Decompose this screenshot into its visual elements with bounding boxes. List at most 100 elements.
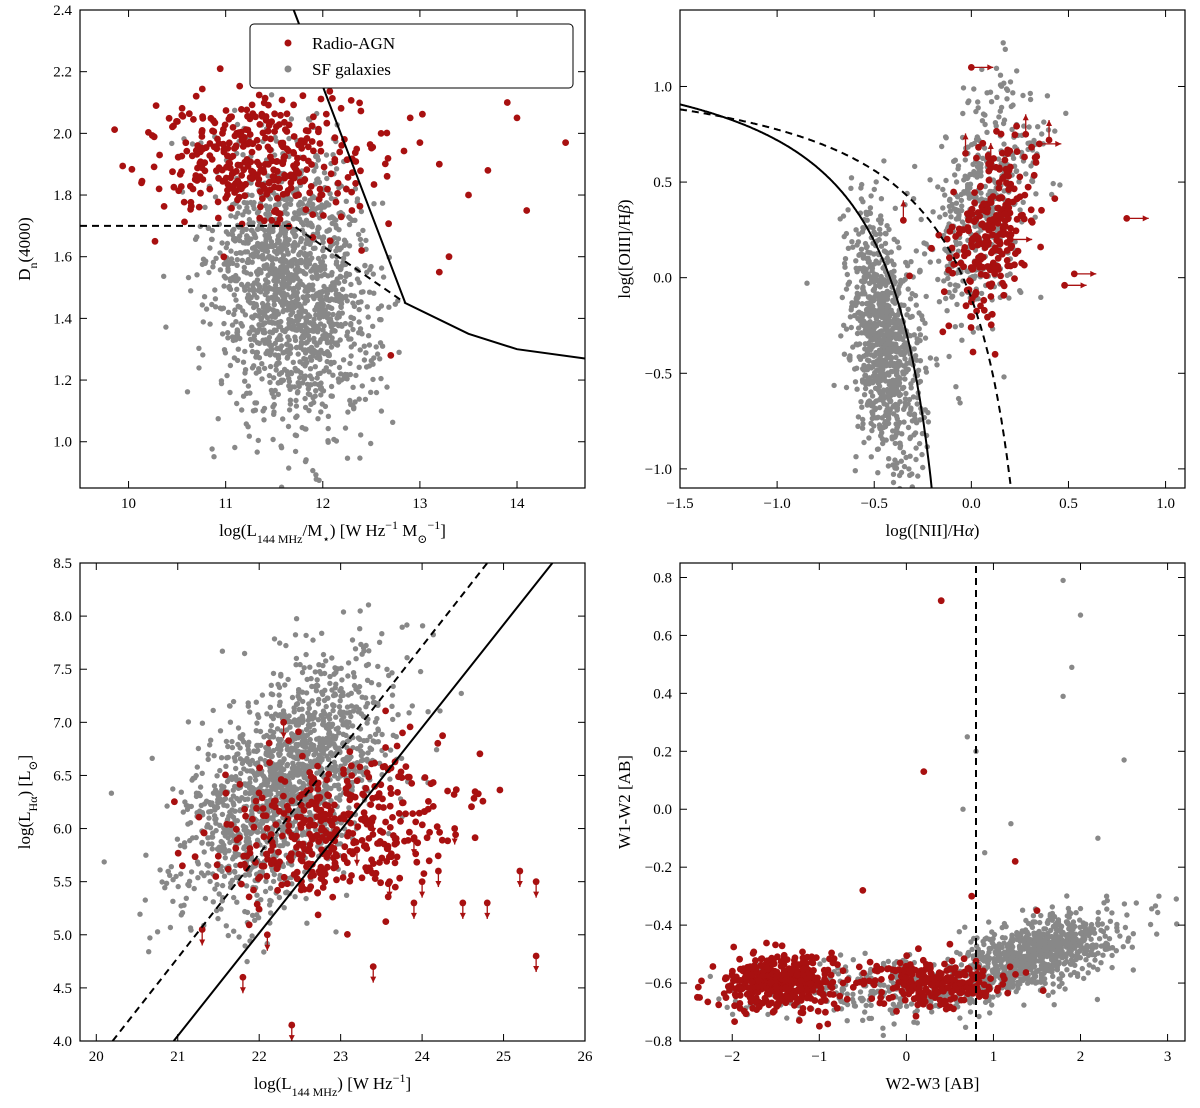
data-point xyxy=(399,624,405,630)
data-point xyxy=(258,897,264,903)
data-point xyxy=(292,448,299,455)
data-point xyxy=(251,251,257,257)
data-point xyxy=(233,862,239,869)
data-point xyxy=(231,928,237,934)
data-point xyxy=(872,272,878,278)
data-point xyxy=(935,184,941,190)
data-point xyxy=(347,371,354,378)
data-point xyxy=(279,343,285,349)
data-point xyxy=(940,205,946,211)
data-point xyxy=(841,322,847,328)
data-point xyxy=(351,293,357,299)
data-point xyxy=(240,732,246,738)
data-point xyxy=(866,258,872,264)
data-point xyxy=(854,386,860,392)
data-point xyxy=(852,468,858,474)
data-point xyxy=(998,194,1006,202)
legend-label: Radio-AGN xyxy=(312,34,395,53)
data-point xyxy=(266,341,272,347)
data-point xyxy=(314,677,320,683)
data-point xyxy=(351,674,357,680)
data-point xyxy=(232,107,238,114)
data-point xyxy=(336,247,343,253)
data-point xyxy=(279,139,287,147)
data-point xyxy=(357,107,365,115)
data-point xyxy=(322,403,329,410)
data-point xyxy=(259,376,265,382)
data-point xyxy=(270,166,278,174)
data-point xyxy=(331,134,339,142)
data-point xyxy=(389,703,395,709)
data-point xyxy=(359,383,365,389)
data-point xyxy=(273,327,279,334)
data-point xyxy=(991,188,998,194)
data-point xyxy=(334,321,340,327)
data-point xyxy=(927,177,933,183)
data-point xyxy=(882,377,888,383)
data-point xyxy=(1032,214,1038,220)
data-point xyxy=(1007,224,1014,232)
data-point xyxy=(899,216,907,224)
data-point xyxy=(205,835,211,841)
data-point xyxy=(253,748,260,755)
data-point xyxy=(903,390,909,397)
limit-arrowhead xyxy=(962,133,969,140)
data-point xyxy=(282,126,289,134)
data-point xyxy=(409,703,415,709)
data-point xyxy=(939,143,945,150)
data-point xyxy=(859,404,865,410)
data-point xyxy=(989,231,996,239)
data-point xyxy=(271,277,277,284)
data-point xyxy=(961,177,967,183)
data-point xyxy=(275,391,281,398)
data-point xyxy=(356,279,362,286)
data-point xyxy=(234,400,240,407)
data-point xyxy=(256,368,262,375)
data-point xyxy=(201,872,207,879)
data-point xyxy=(246,433,252,439)
data-point xyxy=(869,268,875,274)
data-point xyxy=(301,176,309,184)
data-point xyxy=(860,225,866,231)
data-point xyxy=(863,266,869,273)
data-point xyxy=(285,121,293,129)
data-point xyxy=(181,218,188,226)
data-point xyxy=(282,840,289,846)
data-point xyxy=(297,661,303,668)
data-point xyxy=(326,735,332,742)
data-point xyxy=(199,113,207,121)
data-point xyxy=(287,179,295,187)
data-point xyxy=(878,243,885,249)
data-point xyxy=(282,682,288,688)
data-point xyxy=(952,157,958,163)
data-point xyxy=(208,737,214,743)
data-point xyxy=(861,367,867,373)
data-point xyxy=(344,298,350,304)
data-point xyxy=(291,323,297,329)
data-point xyxy=(866,435,872,441)
data-point xyxy=(1039,131,1045,137)
data-point xyxy=(286,303,292,309)
data-point xyxy=(170,122,177,130)
data-point xyxy=(324,185,331,193)
data-point xyxy=(214,198,222,206)
data-point xyxy=(329,393,335,399)
data-point xyxy=(259,181,267,189)
data-point xyxy=(298,219,305,226)
data-point xyxy=(308,357,315,363)
data-point xyxy=(283,642,289,649)
data-point xyxy=(982,207,989,215)
data-point xyxy=(859,181,865,188)
data-point xyxy=(156,151,164,159)
data-point xyxy=(301,245,307,251)
data-point xyxy=(989,209,995,215)
data-point xyxy=(330,372,336,378)
data-point xyxy=(971,86,977,92)
data-point xyxy=(883,231,889,237)
data-point xyxy=(979,139,987,147)
data-point xyxy=(278,96,286,104)
plot-frame xyxy=(79,9,586,489)
data-point xyxy=(935,231,943,239)
data-point xyxy=(370,376,376,383)
data-point xyxy=(1009,126,1015,133)
